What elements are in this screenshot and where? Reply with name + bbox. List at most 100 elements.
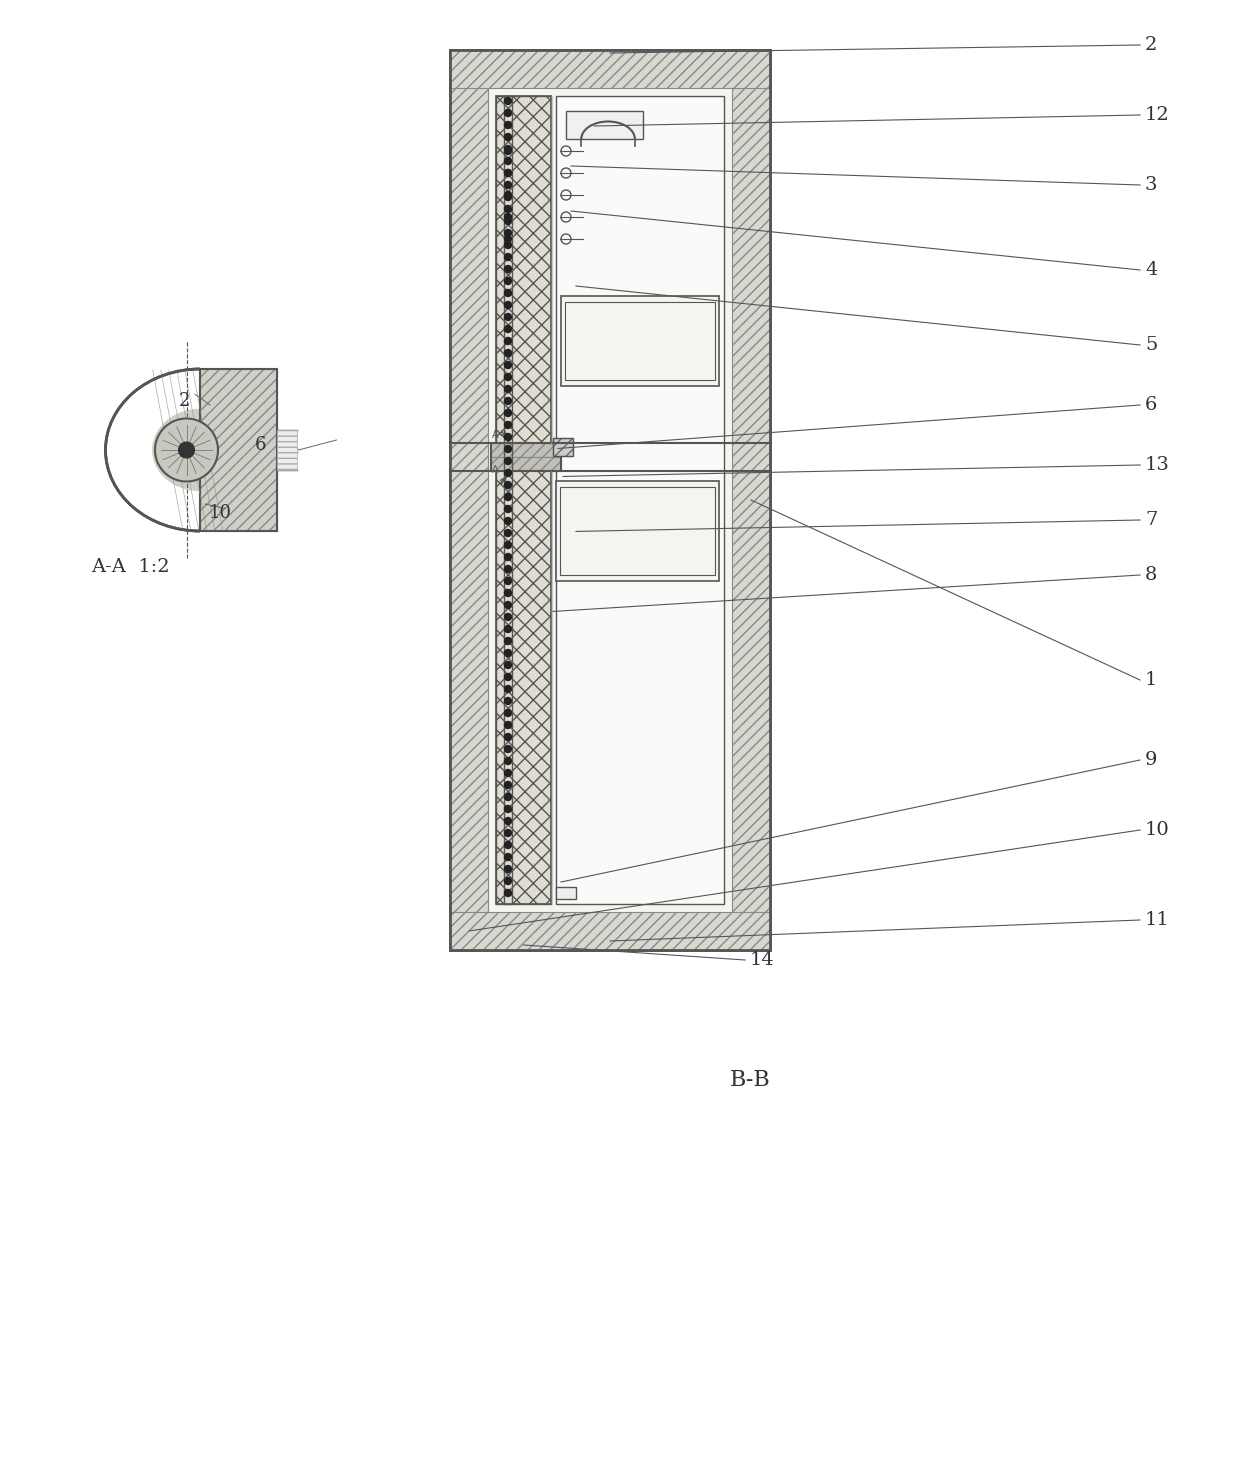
- Circle shape: [505, 409, 511, 416]
- Circle shape: [505, 169, 511, 176]
- Circle shape: [505, 191, 511, 199]
- Bar: [556, 888, 577, 900]
- Text: 12: 12: [1145, 107, 1169, 124]
- Bar: [450, 50, 770, 950]
- Circle shape: [505, 289, 511, 296]
- Circle shape: [505, 326, 511, 332]
- Circle shape: [505, 133, 511, 141]
- Circle shape: [505, 314, 511, 320]
- Circle shape: [505, 362, 511, 369]
- Text: 8: 8: [1145, 566, 1157, 584]
- Circle shape: [505, 698, 511, 704]
- Circle shape: [505, 373, 511, 381]
- Circle shape: [505, 98, 511, 105]
- Circle shape: [505, 421, 511, 428]
- Circle shape: [505, 169, 511, 176]
- Polygon shape: [153, 369, 200, 531]
- Circle shape: [505, 745, 511, 753]
- Circle shape: [505, 213, 511, 221]
- Text: 5: 5: [1145, 336, 1157, 354]
- Circle shape: [505, 854, 511, 861]
- Text: 14: 14: [750, 951, 775, 969]
- Circle shape: [505, 230, 511, 237]
- Circle shape: [505, 301, 511, 308]
- Circle shape: [505, 818, 511, 824]
- Circle shape: [505, 350, 511, 357]
- Circle shape: [505, 781, 511, 788]
- Text: 2: 2: [180, 391, 191, 409]
- Circle shape: [505, 253, 511, 261]
- Circle shape: [505, 793, 511, 800]
- Circle shape: [505, 541, 511, 548]
- Circle shape: [505, 446, 511, 452]
- Bar: [491, 443, 560, 458]
- Circle shape: [505, 649, 511, 657]
- Bar: [200, 369, 277, 531]
- Circle shape: [505, 122, 511, 129]
- Text: A: A: [492, 430, 498, 440]
- Circle shape: [505, 830, 511, 836]
- Bar: [200, 369, 277, 531]
- Circle shape: [505, 242, 511, 249]
- Circle shape: [505, 625, 511, 633]
- Circle shape: [505, 553, 511, 560]
- Text: 6: 6: [254, 436, 265, 453]
- Bar: [450, 50, 770, 950]
- Bar: [556, 96, 724, 904]
- Circle shape: [179, 442, 195, 458]
- Bar: [553, 439, 573, 456]
- Text: 11: 11: [1145, 911, 1169, 929]
- Circle shape: [505, 889, 511, 897]
- Bar: [450, 50, 770, 87]
- Bar: [491, 458, 560, 471]
- Bar: [503, 96, 512, 904]
- Circle shape: [505, 734, 511, 741]
- Bar: [560, 488, 715, 575]
- Circle shape: [505, 661, 511, 668]
- Text: 2: 2: [1145, 36, 1157, 53]
- Circle shape: [505, 566, 511, 572]
- Circle shape: [505, 482, 511, 489]
- Text: 10: 10: [208, 504, 232, 522]
- Circle shape: [505, 578, 511, 584]
- Circle shape: [505, 385, 511, 393]
- Bar: [553, 439, 573, 456]
- Bar: [496, 96, 551, 904]
- Circle shape: [505, 110, 511, 117]
- Bar: [565, 302, 715, 379]
- Bar: [450, 911, 770, 950]
- Circle shape: [505, 673, 511, 680]
- Text: 1: 1: [1145, 671, 1157, 689]
- Text: A-A  1:2: A-A 1:2: [91, 559, 170, 576]
- Circle shape: [505, 590, 511, 596]
- Circle shape: [505, 181, 511, 188]
- Circle shape: [505, 686, 511, 692]
- Text: 4: 4: [1145, 261, 1157, 279]
- Bar: [496, 96, 551, 904]
- Text: 13: 13: [1145, 456, 1169, 474]
- Circle shape: [505, 842, 511, 849]
- Bar: [565, 111, 642, 139]
- Circle shape: [505, 218, 511, 224]
- Text: B-B: B-B: [729, 1069, 770, 1091]
- Circle shape: [505, 470, 511, 477]
- Bar: [560, 296, 719, 385]
- Circle shape: [505, 637, 511, 645]
- Circle shape: [505, 148, 511, 154]
- Circle shape: [505, 722, 511, 729]
- Text: 6: 6: [1145, 396, 1157, 413]
- Circle shape: [505, 194, 511, 200]
- Bar: [450, 50, 489, 950]
- Circle shape: [505, 277, 511, 285]
- Circle shape: [505, 710, 511, 716]
- Circle shape: [505, 397, 511, 405]
- Circle shape: [505, 529, 511, 536]
- Circle shape: [505, 757, 511, 765]
- Circle shape: [505, 614, 511, 621]
- Text: 10: 10: [1145, 821, 1169, 839]
- Circle shape: [505, 338, 511, 344]
- Circle shape: [505, 769, 511, 777]
- Circle shape: [505, 157, 511, 165]
- Circle shape: [505, 505, 511, 513]
- Bar: [556, 482, 719, 581]
